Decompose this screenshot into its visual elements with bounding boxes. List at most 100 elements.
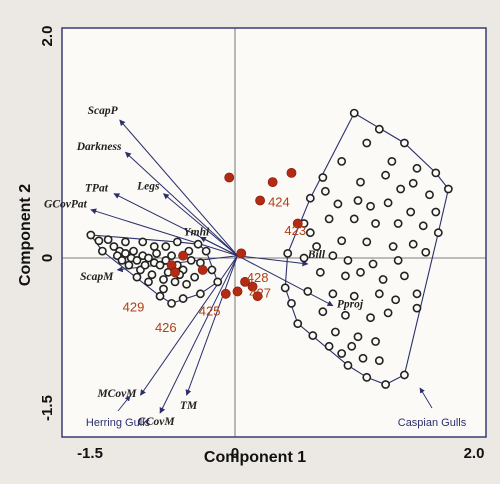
- caspian-point: [412, 303, 422, 313]
- vector-label: Bill: [307, 249, 326, 261]
- herring-point: [178, 294, 188, 303]
- caspian-point: [337, 236, 347, 246]
- caspian-point: [393, 255, 403, 265]
- caspian-point: [337, 349, 347, 358]
- caspian-point: [349, 214, 359, 224]
- herring-point: [155, 260, 165, 270]
- herring-point: [147, 270, 157, 280]
- specimen-point: [170, 267, 180, 278]
- y-axis-label: Component 2: [17, 184, 34, 286]
- vector-label: TM: [180, 400, 198, 412]
- herring-point: [124, 260, 134, 270]
- herring-point: [103, 235, 113, 244]
- loading-vector: [119, 119, 238, 257]
- specimen-label: 423: [284, 223, 306, 238]
- points-group: [86, 108, 453, 389]
- caspian-point: [305, 228, 315, 238]
- caspian-point: [371, 337, 380, 346]
- caspian-point: [378, 275, 388, 284]
- herring-point: [167, 251, 176, 261]
- plot-frame: [61, 27, 487, 438]
- specimen-label: 428: [247, 270, 269, 285]
- caspian-point: [305, 193, 315, 203]
- herring-point: [161, 255, 171, 265]
- specimen-point: [224, 172, 235, 183]
- caspian-point: [381, 380, 390, 389]
- caspian-point: [324, 341, 334, 351]
- caspian-point: [347, 341, 357, 351]
- x-tick-label: -1.5: [77, 445, 103, 462]
- caspian-point: [408, 178, 418, 188]
- axes-group: -1.5 0 2.0 2.0 0 -1.5 Component 1 Component 2: [17, 26, 486, 466]
- herring-point: [170, 277, 180, 287]
- y-tick-label: 2.0: [39, 26, 56, 47]
- caspian-point: [431, 168, 441, 178]
- herring-gulls-pointer: [117, 395, 131, 412]
- herring-point: [140, 260, 150, 270]
- specimen-point: [197, 265, 208, 275]
- specimen-label: 427: [249, 285, 271, 300]
- caspian-point: [318, 307, 328, 317]
- herring-point: [182, 279, 191, 289]
- specimen-point: [178, 250, 188, 261]
- specimen-label: 425: [199, 303, 221, 318]
- caspian-point: [400, 138, 409, 148]
- caspian-point: [431, 207, 441, 217]
- caspian-point: [356, 267, 365, 277]
- herring-point: [161, 242, 171, 251]
- caspian-point: [341, 271, 350, 281]
- loading-vector: [237, 255, 309, 267]
- caspian-point: [318, 173, 328, 182]
- herring-point: [144, 253, 153, 263]
- vector-label: Ymhl: [184, 226, 210, 238]
- specimen-point: [247, 281, 258, 292]
- herring-point: [117, 255, 127, 265]
- herring-point: [144, 277, 153, 287]
- caspian-point: [299, 253, 309, 263]
- caspian-point: [362, 237, 372, 247]
- herring-point: [97, 246, 107, 256]
- caspian-point: [388, 242, 398, 251]
- caspian-point: [433, 228, 443, 238]
- caspian-point: [408, 239, 418, 249]
- caspian-point: [374, 356, 384, 366]
- herring-point: [94, 236, 104, 246]
- herring-point: [193, 239, 203, 249]
- loading-vector: [140, 255, 238, 396]
- herring-point: [172, 237, 182, 247]
- caspian-point: [341, 310, 350, 320]
- caspian-point: [330, 327, 340, 337]
- caspian-point: [371, 219, 380, 228]
- caspian-point: [303, 287, 313, 296]
- herring-point: [155, 291, 165, 301]
- caspian-point: [412, 289, 422, 299]
- specimen-point: [232, 286, 243, 297]
- herring-point: [109, 242, 119, 251]
- caspian-point: [349, 291, 359, 301]
- caspian-point: [328, 289, 338, 299]
- herring-point: [132, 255, 142, 265]
- caspian-point: [287, 298, 296, 308]
- loading-vector: [163, 193, 238, 257]
- herring-point: [195, 289, 205, 299]
- caspian-point: [320, 186, 330, 196]
- caspian-point: [362, 372, 372, 382]
- caspian-point: [418, 221, 428, 231]
- caspian-point: [337, 156, 347, 166]
- caspian-point: [343, 360, 353, 370]
- caspian-point: [391, 295, 401, 305]
- herring-point: [129, 246, 138, 256]
- caspian-point: [425, 190, 434, 200]
- caspian-point: [374, 124, 384, 134]
- specimen-point: [236, 248, 247, 259]
- herring-point: [159, 284, 168, 294]
- herring-point: [86, 230, 96, 240]
- specimen-label: 429: [123, 300, 145, 315]
- caspian-point: [443, 184, 453, 194]
- vector-label: GCovPat: [44, 199, 88, 211]
- y-tick-label: 0: [39, 254, 56, 262]
- caspian-point: [315, 267, 325, 277]
- specimen-point: [267, 177, 278, 187]
- x-tick-label: 2.0: [464, 445, 485, 462]
